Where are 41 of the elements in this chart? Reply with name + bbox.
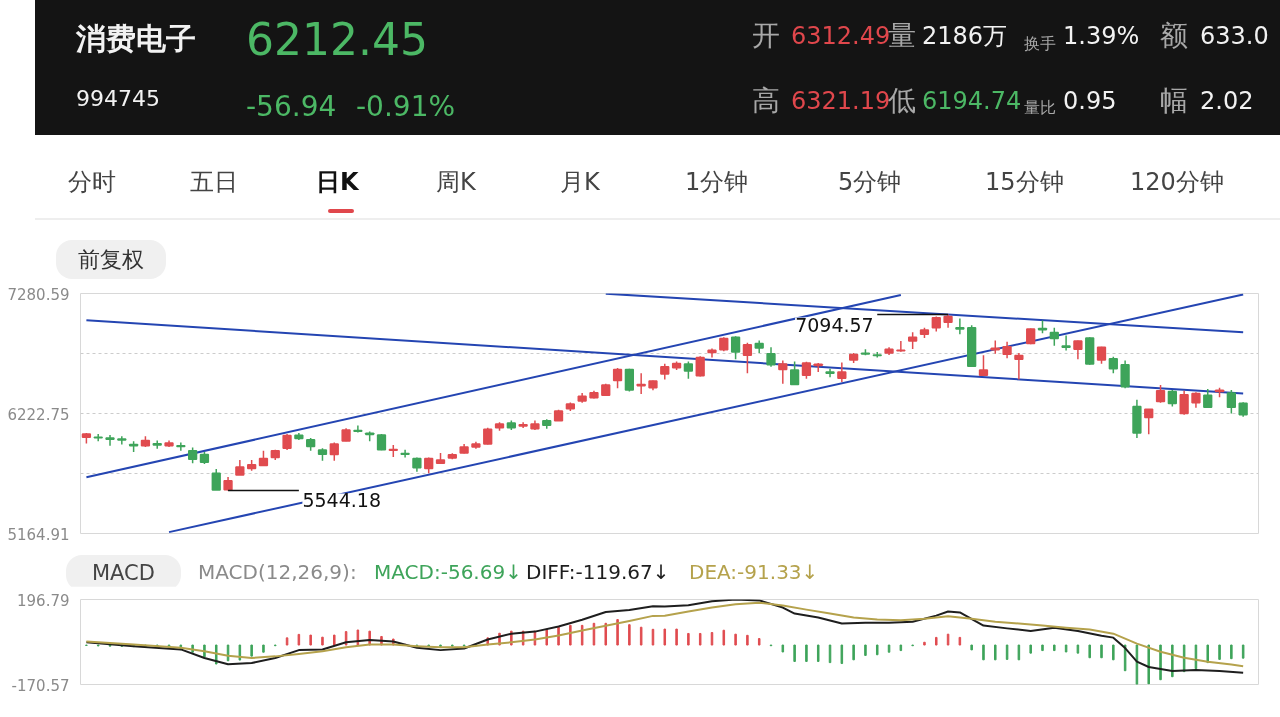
text: 额 bbox=[1160, 19, 1188, 53]
text: 月K bbox=[560, 168, 600, 197]
y-tick-label: 196.79 bbox=[17, 591, 70, 610]
text: 低 bbox=[888, 84, 916, 118]
text: 分时 bbox=[68, 168, 116, 197]
annotation: 5544.18 bbox=[302, 489, 381, 512]
text: 换手 bbox=[1024, 34, 1056, 54]
text: 0.95 bbox=[1063, 87, 1117, 116]
text: 1分钟 bbox=[685, 168, 749, 197]
series-label: DIFF:-119.67↓ bbox=[526, 560, 670, 584]
series-label: DEA:-91.33↓ bbox=[689, 560, 819, 584]
text: 1.39% bbox=[1063, 22, 1140, 51]
text: 高 bbox=[752, 84, 780, 118]
text: 120分钟 bbox=[1130, 168, 1224, 197]
text: 6212.45 bbox=[246, 14, 428, 67]
text: 消费电子 bbox=[76, 21, 196, 57]
text: -0.91% bbox=[356, 90, 456, 124]
text: 2.02 bbox=[1200, 87, 1254, 116]
text: 6194.74 bbox=[922, 87, 1022, 116]
text: 15分钟 bbox=[985, 168, 1064, 197]
text: -56.94 bbox=[246, 90, 337, 124]
text: 五日 bbox=[190, 168, 238, 197]
text: 994745 bbox=[76, 86, 160, 113]
text: 周K bbox=[436, 168, 476, 197]
y-tick-label: 6222.75 bbox=[7, 405, 70, 424]
text: 5分钟 bbox=[838, 168, 902, 197]
chart-title: MACD(12,26,9): bbox=[198, 560, 357, 584]
text: 633.0 bbox=[1200, 22, 1269, 51]
text: 日K bbox=[316, 168, 359, 197]
text: 前复权 bbox=[56, 240, 166, 280]
annotation: 7094.57 bbox=[795, 313, 874, 336]
text: 开 bbox=[752, 19, 780, 53]
y-tick-label: 5164.91 bbox=[7, 525, 70, 544]
y-tick-label: 7280.59 bbox=[7, 285, 70, 304]
text: MACD:-56.69↓ bbox=[374, 560, 522, 584]
text: 量 bbox=[888, 19, 916, 53]
y-tick-label: -170.57 bbox=[11, 676, 70, 695]
text: 幅 bbox=[1160, 84, 1188, 118]
text: 量比 bbox=[1024, 98, 1056, 118]
text: MACD bbox=[66, 555, 181, 591]
text: 2186万 bbox=[922, 22, 1008, 51]
